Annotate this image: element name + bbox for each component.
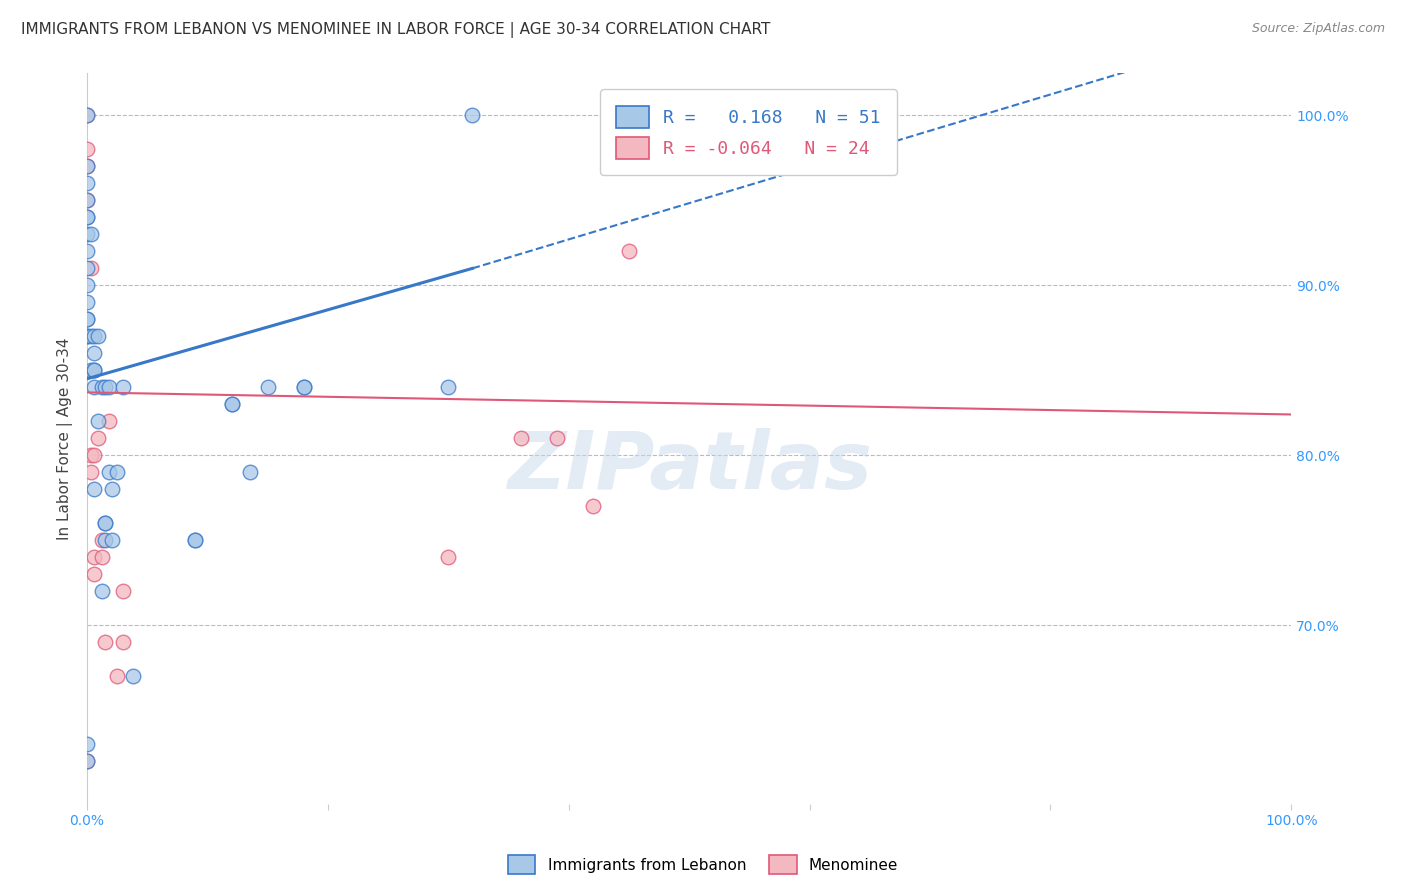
Point: [90, 380, 112, 394]
Point: [87, 329, 110, 343]
Point: [94, 380, 117, 394]
Point: [101, 533, 124, 548]
Point: [76, 278, 98, 293]
Point: [90, 550, 112, 565]
Point: [83, 329, 105, 343]
Point: [83, 363, 105, 377]
Point: [83, 346, 105, 360]
Point: [105, 669, 128, 683]
Point: [76, 177, 98, 191]
Point: [97, 465, 120, 479]
Point: [87, 414, 110, 428]
Point: [97, 380, 120, 394]
Point: [112, 380, 135, 394]
Point: [582, 499, 605, 513]
Point: [83, 567, 105, 582]
Point: [221, 397, 243, 411]
Point: [184, 533, 207, 548]
Point: [239, 465, 262, 479]
Point: [76, 211, 98, 225]
Point: [292, 380, 315, 394]
Point: [76, 211, 98, 225]
Point: [76, 194, 98, 208]
Point: [76, 737, 98, 751]
Point: [76, 312, 98, 326]
Point: [79, 227, 101, 242]
Point: [546, 431, 568, 445]
Point: [79, 465, 101, 479]
Point: [121, 669, 143, 683]
Point: [79, 261, 101, 276]
Point: [94, 516, 117, 531]
Point: [437, 380, 460, 394]
Point: [76, 754, 98, 768]
Point: [90, 584, 112, 599]
Point: [94, 635, 117, 649]
Point: [76, 754, 98, 768]
Point: [87, 431, 110, 445]
Point: [97, 414, 120, 428]
Point: [437, 550, 460, 565]
Legend: Immigrants from Lebanon, Menominee: Immigrants from Lebanon, Menominee: [502, 849, 904, 880]
Point: [76, 194, 98, 208]
Point: [76, 261, 98, 276]
Point: [76, 108, 98, 122]
Text: IMMIGRANTS FROM LEBANON VS MENOMINEE IN LABOR FORCE | AGE 30-34 CORRELATION CHAR: IMMIGRANTS FROM LEBANON VS MENOMINEE IN …: [21, 22, 770, 38]
Point: [90, 533, 112, 548]
Text: ZIPatlas: ZIPatlas: [506, 428, 872, 507]
Point: [105, 465, 128, 479]
Point: [76, 295, 98, 310]
Point: [83, 380, 105, 394]
Point: [184, 533, 207, 548]
Point: [76, 329, 98, 343]
Point: [76, 312, 98, 326]
Point: [83, 482, 105, 496]
Y-axis label: In Labor Force | Age 30-34: In Labor Force | Age 30-34: [58, 337, 73, 540]
Point: [76, 160, 98, 174]
Point: [509, 431, 531, 445]
Text: Source: ZipAtlas.com: Source: ZipAtlas.com: [1251, 22, 1385, 36]
Point: [112, 584, 135, 599]
Point: [76, 329, 98, 343]
Point: [221, 397, 243, 411]
Point: [76, 244, 98, 259]
Point: [76, 108, 98, 122]
Point: [83, 363, 105, 377]
Point: [83, 550, 105, 565]
Point: [83, 448, 105, 462]
Point: [79, 363, 101, 377]
Legend: R =   0.168   N = 51, R = -0.064   N = 24: R = 0.168 N = 51, R = -0.064 N = 24: [600, 89, 897, 175]
Point: [76, 227, 98, 242]
Point: [101, 482, 124, 496]
Point: [94, 516, 117, 531]
Point: [76, 143, 98, 157]
Point: [461, 108, 484, 122]
Point: [617, 244, 640, 259]
Point: [79, 448, 101, 462]
Point: [94, 533, 117, 548]
Point: [256, 380, 278, 394]
Point: [112, 635, 135, 649]
Point: [292, 380, 315, 394]
Point: [79, 329, 101, 343]
Point: [76, 160, 98, 174]
